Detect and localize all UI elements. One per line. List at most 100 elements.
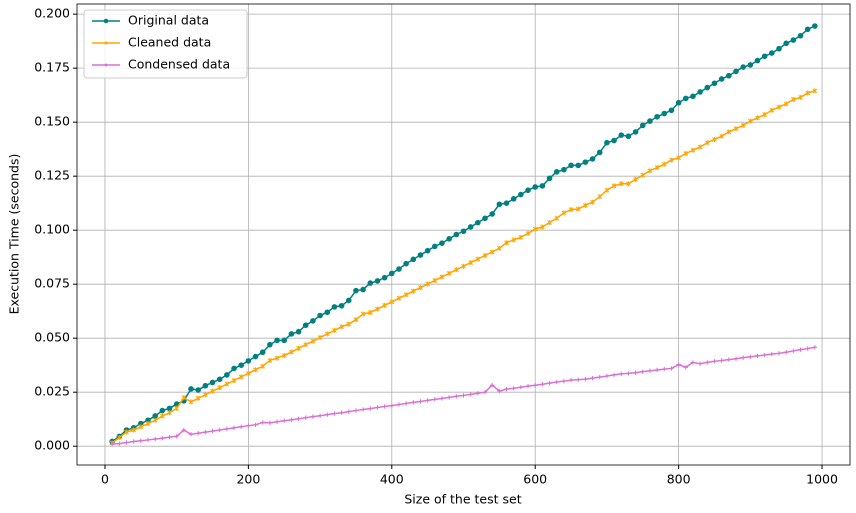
point xyxy=(798,94,803,100)
point xyxy=(124,440,129,445)
point xyxy=(195,387,201,393)
point xyxy=(388,270,395,277)
point xyxy=(152,413,158,419)
point xyxy=(676,155,681,161)
point xyxy=(712,136,717,142)
point xyxy=(783,350,789,355)
point xyxy=(332,411,337,416)
point xyxy=(303,342,309,348)
point xyxy=(547,380,552,386)
point xyxy=(496,201,503,208)
point xyxy=(159,407,166,414)
x-tick-label: 400 xyxy=(380,472,404,487)
point xyxy=(174,434,179,439)
point xyxy=(224,426,230,432)
point xyxy=(461,263,466,269)
point xyxy=(755,353,760,359)
point xyxy=(360,311,366,317)
point xyxy=(454,394,459,399)
point xyxy=(461,393,466,398)
point xyxy=(554,379,559,385)
point xyxy=(303,415,308,420)
point xyxy=(188,399,194,405)
point xyxy=(769,107,775,113)
point xyxy=(576,377,581,382)
x-tick-label: 0 xyxy=(101,472,109,487)
point xyxy=(195,395,201,401)
point xyxy=(482,215,488,222)
point xyxy=(346,321,352,327)
point xyxy=(568,377,574,383)
point xyxy=(718,76,725,82)
point xyxy=(267,341,273,348)
point xyxy=(152,417,158,423)
point xyxy=(439,240,445,246)
point xyxy=(317,413,323,418)
point xyxy=(626,371,631,376)
point xyxy=(682,95,689,102)
point xyxy=(690,93,696,100)
plot-frame xyxy=(76,3,851,466)
point xyxy=(769,351,775,357)
point xyxy=(489,249,495,255)
point xyxy=(353,287,359,294)
point xyxy=(239,424,244,429)
point xyxy=(647,368,653,374)
point xyxy=(776,104,782,110)
point xyxy=(511,237,517,243)
point xyxy=(159,413,165,419)
y-tick-label: 0.075 xyxy=(34,276,70,291)
point xyxy=(533,383,538,388)
point xyxy=(790,37,797,43)
point xyxy=(260,420,265,425)
point xyxy=(253,422,258,428)
point xyxy=(138,438,144,444)
point xyxy=(640,172,646,178)
point xyxy=(633,176,638,182)
point xyxy=(561,378,567,384)
legend: Original data Cleaned data Condensed data xyxy=(83,9,248,79)
point xyxy=(511,386,516,391)
point xyxy=(489,211,495,217)
point xyxy=(403,401,409,406)
point xyxy=(754,57,761,64)
point xyxy=(296,416,301,421)
point xyxy=(755,115,760,121)
point xyxy=(396,295,402,301)
point xyxy=(289,417,294,423)
point xyxy=(546,175,553,182)
legend-marker xyxy=(104,63,108,67)
point xyxy=(726,72,732,79)
point xyxy=(554,215,560,221)
y-axis-label: Execution Time (seconds) xyxy=(7,154,22,315)
point xyxy=(805,346,810,351)
point xyxy=(253,367,258,373)
point xyxy=(740,64,746,70)
point xyxy=(647,168,653,174)
point xyxy=(525,230,531,236)
point xyxy=(453,231,460,238)
point xyxy=(375,306,380,312)
point xyxy=(676,362,681,367)
point xyxy=(432,278,438,284)
point xyxy=(310,338,316,344)
point xyxy=(302,322,309,329)
point xyxy=(360,407,366,412)
point xyxy=(288,331,295,337)
point xyxy=(453,267,459,273)
point xyxy=(267,357,273,363)
point xyxy=(704,140,710,146)
point xyxy=(633,370,638,375)
point xyxy=(310,318,316,324)
point xyxy=(124,429,129,435)
point xyxy=(611,372,617,378)
point xyxy=(202,382,209,389)
point xyxy=(145,437,151,443)
point xyxy=(797,32,804,39)
y-tick-label: 0.000 xyxy=(34,438,70,453)
point xyxy=(719,133,724,139)
point xyxy=(540,382,545,387)
point xyxy=(611,137,617,144)
point xyxy=(424,247,431,254)
